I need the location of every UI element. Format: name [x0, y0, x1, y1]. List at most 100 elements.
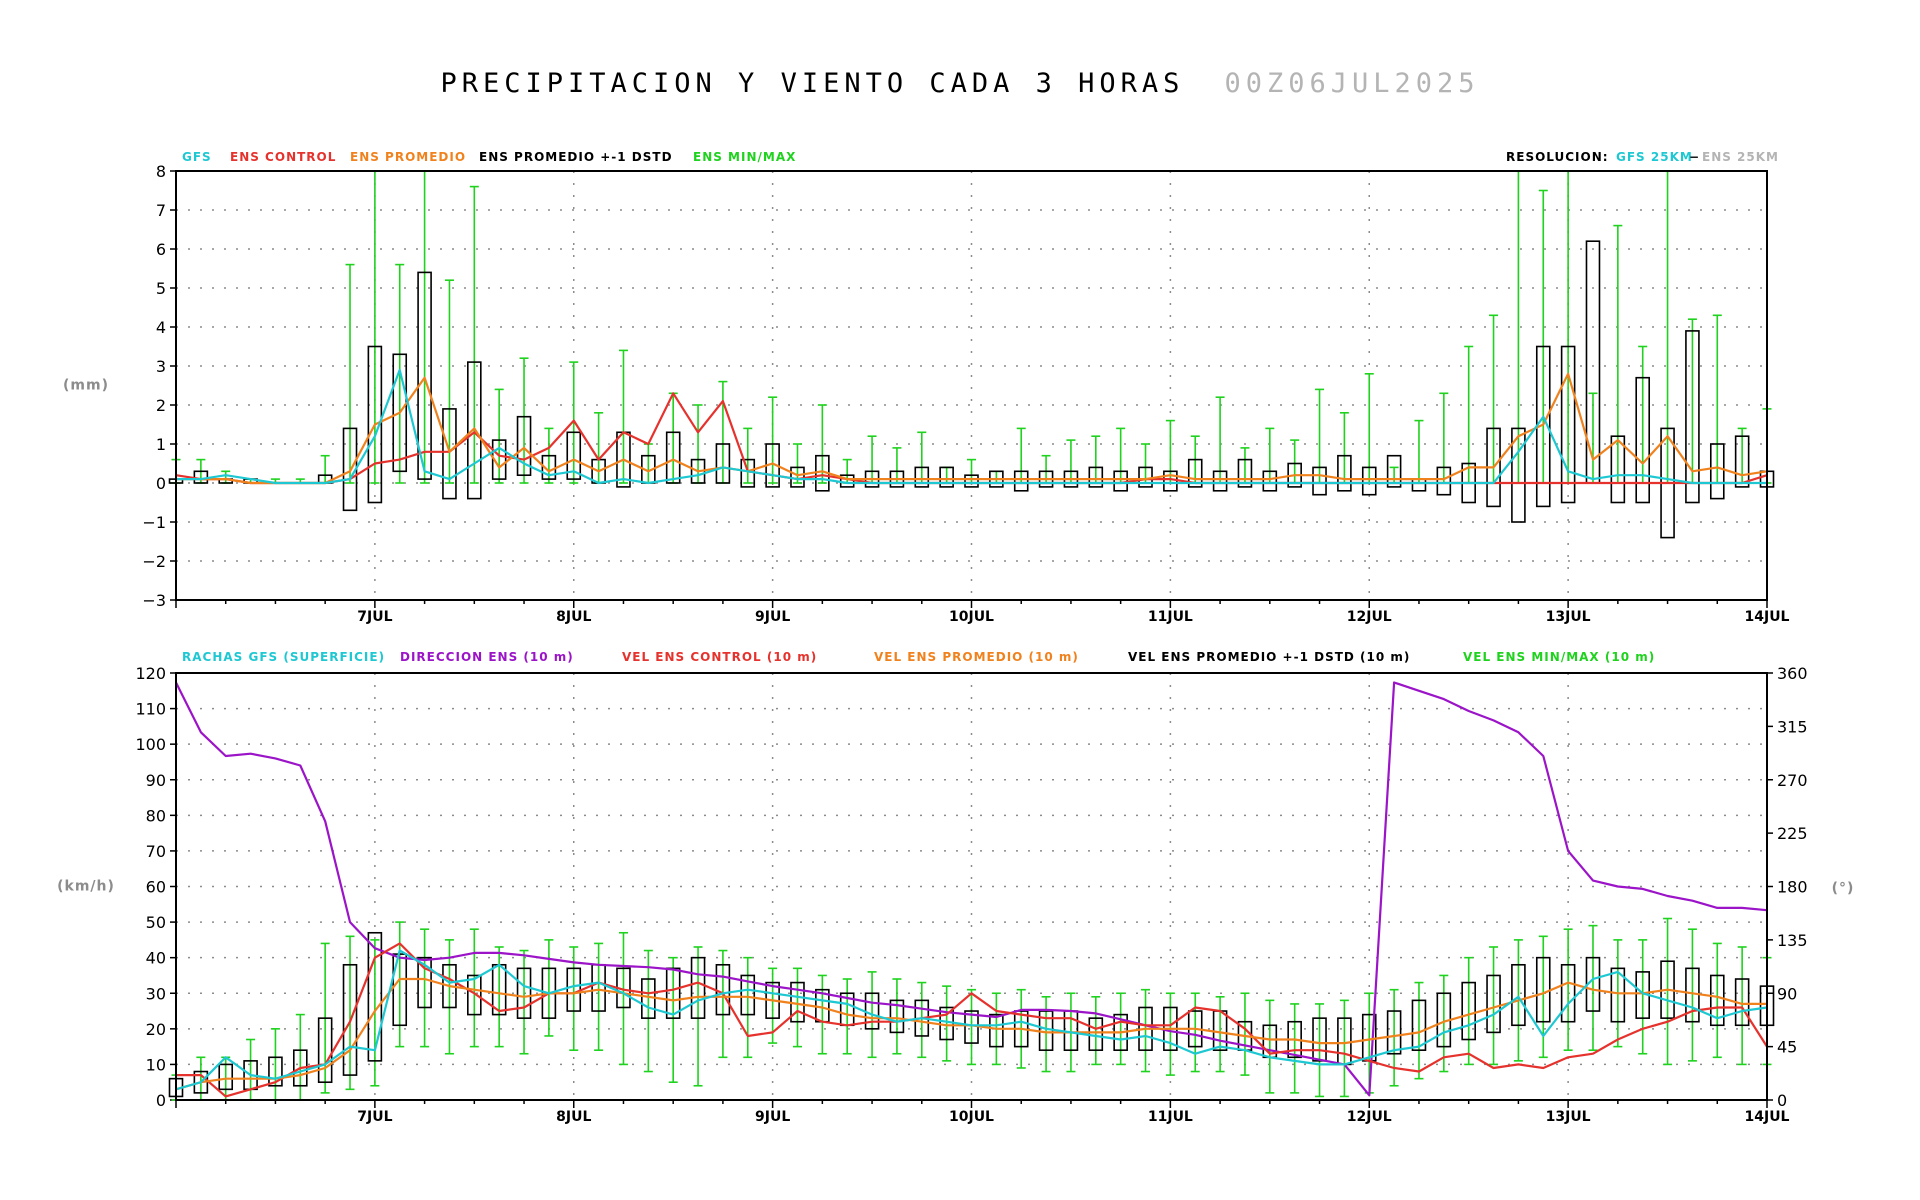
std-box	[1461, 981, 1476, 1041]
std-box	[1709, 443, 1725, 500]
y-tick-label: 60	[146, 878, 166, 897]
std-box	[715, 443, 731, 484]
x-tick-label: 9JUL	[755, 609, 790, 625]
y-tick-label: 70	[146, 842, 166, 861]
std-box	[566, 431, 582, 480]
std-box	[1511, 427, 1526, 523]
std-box	[1635, 376, 1651, 504]
y-tick-label: 20	[146, 1020, 166, 1039]
std-box	[1312, 466, 1327, 496]
chart-title: PRECIPITACION Y VIENTO CADA 3 HORAS	[440, 68, 1185, 99]
y-tick-label: 110	[135, 700, 166, 719]
std-box	[1262, 470, 1278, 492]
y-axis-label: (km/h)	[57, 879, 115, 895]
series-line-promedio	[176, 372, 1768, 485]
y2-tick-label: 45	[1777, 1038, 1797, 1057]
legend-entry: GFS	[182, 150, 212, 164]
std-box	[1361, 466, 1377, 496]
std-box	[1013, 470, 1029, 492]
y-tick-label: 30	[146, 984, 166, 1003]
std-box	[1610, 435, 1626, 504]
y-tick-label: 8	[156, 162, 166, 181]
y2-tick-label: 225	[1777, 824, 1808, 843]
x-tick-label: 14JUL	[1745, 609, 1790, 625]
x-tick-label: 7JUL	[357, 609, 392, 625]
resolution-label: RESOLUCION:	[1506, 150, 1609, 164]
plot-frame	[175, 170, 1768, 601]
std-box	[1511, 963, 1526, 1027]
x-tick-label: 8JUL	[556, 1109, 591, 1125]
legend-entry: ENS PROMEDIO +-1 DSTD	[479, 150, 673, 164]
legend-entry: VEL ENS MIN/MAX (10 m)	[1463, 650, 1655, 664]
y-tick-label: 2	[156, 396, 166, 415]
x-tick-label: 13JUL	[1546, 1109, 1591, 1125]
std-box	[367, 931, 383, 1062]
std-box	[964, 474, 979, 488]
std-box	[1436, 466, 1452, 496]
y2-tick-label: 135	[1777, 931, 1808, 950]
y-tick-label: 0	[156, 474, 166, 493]
series-line-gfs	[176, 368, 1767, 485]
legend-entry: VEL ENS CONTROL (10 m)	[622, 650, 817, 664]
y-tick-label: −2	[142, 552, 166, 571]
std-box	[1187, 458, 1203, 488]
y-tick-label: 120	[135, 664, 166, 683]
y-tick-label: 100	[135, 735, 166, 754]
std-box	[1237, 458, 1253, 488]
x-tick-label: 8JUL	[556, 609, 591, 625]
std-box	[665, 967, 681, 1019]
std-box	[665, 431, 681, 484]
chart-date: 00Z06JUL2025	[1224, 68, 1480, 99]
std-box	[491, 439, 507, 480]
x-tick-label: 12JUL	[1347, 1109, 1392, 1125]
y-tick-label: 7	[156, 201, 166, 220]
std-box	[392, 353, 408, 473]
legend-entry: ENS CONTROL	[230, 150, 336, 164]
y2-tick-label: 315	[1777, 717, 1808, 736]
std-box	[914, 466, 930, 488]
chart-title-bar: PRECIPITACION Y VIENTO CADA 3 HORAS 00Z06…	[0, 68, 1920, 99]
std-box	[1411, 999, 1427, 1051]
legend-entry: VEL ENS PROMEDIO +-1 DSTD (10 m)	[1128, 650, 1410, 664]
std-box	[516, 415, 532, 477]
std-box	[417, 956, 432, 1009]
y-tick-label: 10	[146, 1055, 166, 1074]
legend-entry: ENS MIN/MAX	[693, 150, 796, 164]
legend-entry: DIRECCION ENS (10 m)	[400, 650, 574, 664]
std-box	[367, 345, 383, 504]
std-box	[1337, 454, 1352, 492]
std-box	[1312, 1017, 1327, 1062]
x-tick-label: 13JUL	[1546, 609, 1591, 625]
x-tick-label: 10JUL	[949, 1109, 994, 1125]
std-box	[690, 956, 706, 1019]
y2-tick-label: 360	[1777, 664, 1808, 683]
y-axis-label: (mm)	[63, 378, 109, 394]
y-tick-label: 90	[146, 771, 166, 790]
y-tick-label: 5	[156, 279, 166, 298]
std-box	[516, 967, 532, 1019]
y2-tick-label: 0	[1777, 1091, 1787, 1110]
std-box	[317, 1017, 333, 1084]
y-tick-label: 40	[146, 949, 166, 968]
resolution-ens: ENS 25KM	[1702, 150, 1779, 164]
std-box	[740, 974, 756, 1016]
y-tick-label: 1	[156, 435, 166, 454]
resolution-gfs: GFS 25KM	[1616, 150, 1693, 164]
legend-entry: ENS PROMEDIO	[350, 150, 466, 164]
std-box	[268, 1056, 283, 1087]
std-box	[1560, 345, 1576, 504]
std-box	[467, 974, 482, 1016]
y-tick-label: 80	[146, 806, 166, 825]
std-box	[342, 963, 358, 1076]
y2-tick-label: 180	[1777, 878, 1808, 897]
std-box	[1486, 974, 1501, 1034]
y-tick-label: 6	[156, 240, 166, 259]
std-box	[442, 408, 457, 500]
series-line-gfs	[175, 949, 1768, 1091]
std-box	[1212, 470, 1228, 492]
plot-frame	[175, 672, 1768, 1101]
std-box	[1386, 1010, 1402, 1055]
std-box	[1685, 330, 1700, 504]
series-line-dir	[175, 681, 1768, 1097]
std-box	[1734, 435, 1750, 488]
